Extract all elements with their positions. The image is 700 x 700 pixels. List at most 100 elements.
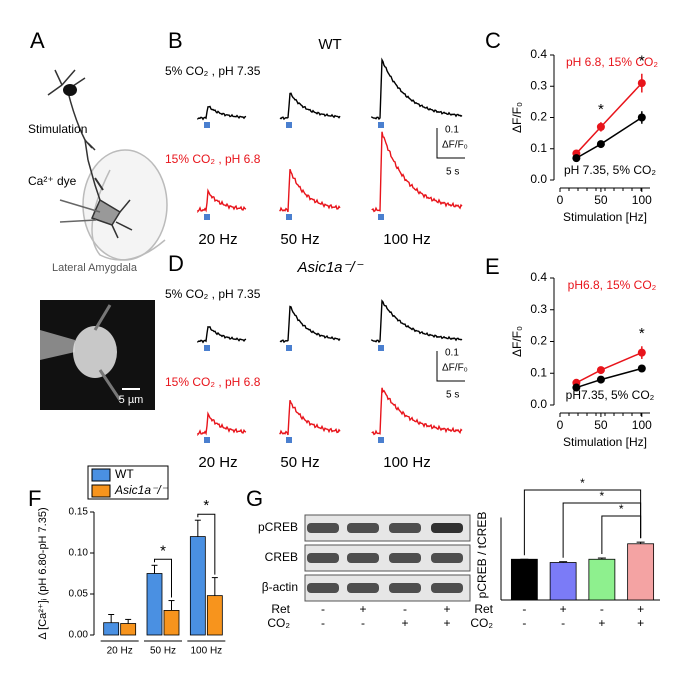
blot-band: [307, 523, 339, 533]
x-tick-label: 100: [632, 418, 652, 432]
frequency-label: 50 Hz: [280, 231, 319, 248]
panel-title: Asic1a⁻/⁻: [296, 259, 363, 276]
frequency-label: 20 Hz: [198, 231, 237, 248]
panel-label: B: [168, 28, 183, 53]
condition-label: 15% CO₂ , pH 6.8: [165, 375, 261, 389]
condition-sign: +: [401, 616, 408, 630]
scale-label: 5 µm: [119, 394, 144, 406]
condition-label: 5% CO₂ , pH 7.35: [165, 64, 261, 78]
blot-band: [347, 583, 379, 593]
row-label: CO₂: [470, 616, 493, 630]
y-axis-label: ΔF/F₀: [510, 326, 524, 357]
condition-sign: -: [522, 602, 526, 616]
trace: [197, 188, 247, 214]
significance: *: [203, 497, 209, 514]
row-label: Ret: [474, 602, 493, 616]
trace: [371, 131, 463, 213]
soma: [63, 84, 77, 96]
condition-sign: +: [443, 616, 450, 630]
stim-marker: [204, 437, 210, 443]
condition-sign: -: [361, 616, 365, 630]
diagram-label: Ca²⁺ dye: [28, 174, 77, 188]
stim-marker: [204, 345, 210, 351]
panel-label: C: [485, 28, 501, 53]
y-tick-label: 0.0: [530, 172, 547, 186]
x-tick-label: 0: [557, 418, 564, 432]
condition-sign: +: [443, 602, 450, 616]
data-point: [637, 113, 646, 122]
blot-band: [431, 553, 463, 563]
frequency-label: 100 Hz: [383, 454, 431, 471]
bar: [510, 558, 538, 601]
significance: *: [619, 502, 624, 516]
series-line: [575, 82, 643, 154]
x-tick-label: 20 Hz: [107, 646, 133, 657]
cell-image: [73, 326, 117, 378]
significance-bracket: [601, 515, 642, 555]
x-tick-label: 50: [594, 193, 608, 207]
bar: [549, 562, 577, 601]
trace: [197, 105, 247, 121]
condition-sign: +: [359, 602, 366, 616]
data-point: [637, 364, 646, 373]
y-tick-label: 0.05: [69, 589, 89, 600]
data-point: [637, 348, 646, 357]
significance: *: [160, 542, 166, 559]
trace: [371, 387, 463, 436]
scale-label: 5 s: [446, 167, 459, 178]
bar: [588, 558, 616, 601]
trace: [197, 325, 247, 344]
significance-bracket: [197, 513, 216, 575]
panel-label: F: [28, 486, 41, 511]
panel-label: E: [485, 254, 500, 279]
x-axis-label: Stimulation [Hz]: [563, 435, 647, 449]
band-label: pCREB: [258, 520, 298, 534]
y-tick-label: 0.10: [69, 548, 89, 559]
stim-marker: [286, 345, 292, 351]
bar: [120, 623, 137, 636]
stim-marker: [286, 122, 292, 128]
significance-bracket: [523, 489, 642, 556]
condition-label: 5% CO₂ , pH 7.35: [165, 287, 261, 301]
scale-label: 0.1: [445, 348, 459, 359]
legend-label: pH 7.35, 5% CO₂: [564, 163, 656, 177]
y-tick-label: 0.2: [530, 110, 547, 124]
data-point: [637, 79, 646, 88]
legend-swatch: [91, 468, 111, 482]
blot-band: [389, 553, 421, 563]
condition-sign: -: [321, 602, 325, 616]
blot-band: [307, 553, 339, 563]
data-point: [596, 375, 605, 384]
x-tick-label: 100: [632, 193, 652, 207]
panel-title: WT: [318, 36, 341, 53]
legend-swatch: [91, 484, 111, 498]
y-tick-label: 0.00: [69, 630, 89, 641]
condition-sign: +: [598, 616, 605, 630]
y-tick-label: 0.4: [530, 47, 547, 61]
y-tick-label: 0.3: [530, 302, 547, 316]
significance: *: [598, 101, 604, 118]
stim-marker: [286, 437, 292, 443]
x-tick-label: 100 Hz: [190, 646, 222, 657]
diagram-label: Stimulation: [28, 122, 87, 136]
bar: [189, 536, 206, 636]
frequency-label: 100 Hz: [383, 231, 431, 248]
condition-sign: -: [522, 616, 526, 630]
significance: *: [600, 489, 605, 503]
scale-label: 5 s: [446, 390, 459, 401]
bar: [163, 610, 180, 636]
scale-label: 0.1: [445, 125, 459, 136]
legend-label: pH6.8, 15% CO₂: [568, 278, 657, 292]
neuron-diagram: [47, 69, 168, 261]
stim-marker: [286, 214, 292, 220]
scale-label: ΔF/F₀: [442, 140, 468, 151]
trace: [371, 57, 463, 121]
series-line: [575, 116, 643, 159]
condition-sign: -: [321, 616, 325, 630]
frequency-label: 20 Hz: [198, 454, 237, 471]
y-tick-label: 0.1: [530, 365, 547, 379]
legend-label: WT: [115, 467, 134, 481]
y-axis-label: ΔF/F₀: [510, 102, 524, 133]
y-tick-label: 0.1: [530, 141, 547, 155]
